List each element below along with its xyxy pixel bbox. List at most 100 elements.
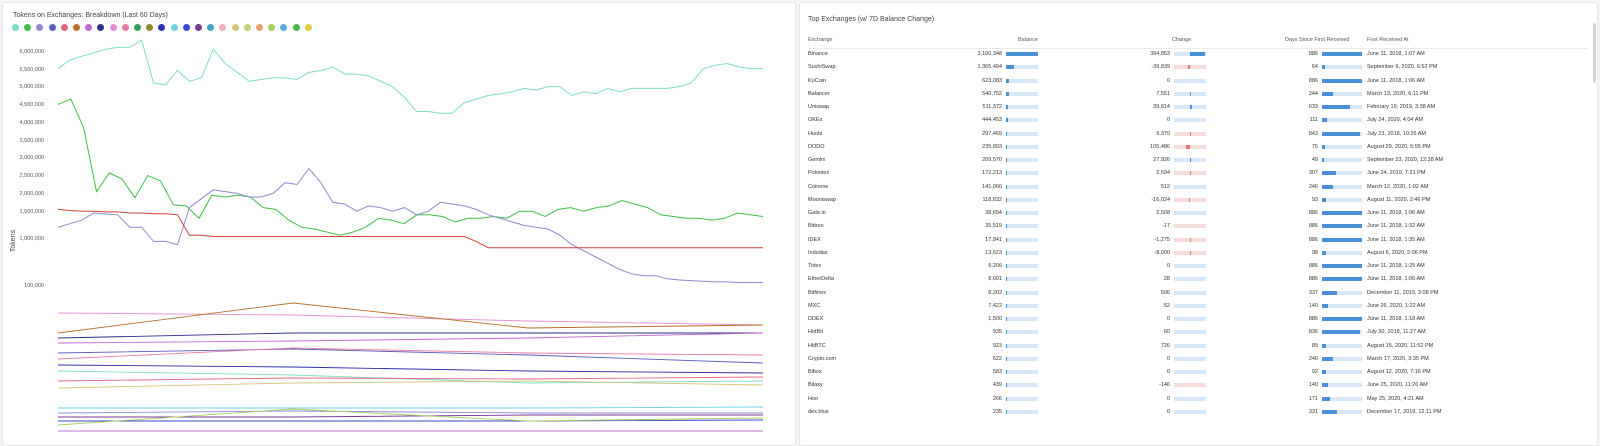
legend-dot-17[interactable] — [207, 24, 215, 31]
column-header-exchange[interactable]: Exchange — [808, 37, 833, 43]
legend-dot-10[interactable] — [121, 24, 129, 31]
table-row[interactable]: Gate.io 38,654 2,508 886 June 11, 2018, 1:06… — [800, 209, 1597, 223]
days-bar-track — [1322, 91, 1362, 96]
table-title: Top Exchanges (w/ 7D Balance Change) — [808, 16, 935, 23]
legend-dot-5[interactable] — [60, 24, 68, 31]
table-row[interactable]: KuCoin 623,083 0 886 June 11, 2018, 1:06 AM — [800, 77, 1597, 91]
legend-dot-12[interactable] — [146, 24, 154, 31]
minor-series-line[interactable] — [57, 348, 764, 364]
tokens-on-exchanges-panel: 6,000,000 5,500,000 5,000,000 4,500,000 4,00… — [2, 2, 796, 446]
table-row[interactable]: DDEX 1,500 0 886 June 11, 2018, 1:18 AM — [800, 315, 1597, 329]
days-bar-track — [1322, 118, 1362, 123]
y-tick-label: 2,000,000 — [20, 191, 44, 197]
table-row[interactable]: Binance 3,100,348 394,853 886 June 11, 2018,… — [800, 50, 1597, 64]
legend-dot-7[interactable] — [85, 24, 93, 31]
minor-series-line[interactable] — [57, 370, 764, 384]
legend-dot-3[interactable] — [36, 24, 44, 31]
legend-dot-4[interactable] — [48, 24, 56, 31]
column-header-days-since-first-received[interactable]: Days Since First Received — [1285, 37, 1350, 43]
table-row[interactable]: Tidex 9,206 0 886 June 11, 2018, 1:25 AM — [800, 262, 1597, 276]
legend-dot-13[interactable] — [158, 24, 166, 31]
minor-series-line[interactable] — [57, 408, 764, 426]
days-value: 886 — [1308, 263, 1318, 269]
table-row[interactable]: HitBTC 923 726 89 August 15, 2020, 11:52 PM — [800, 342, 1597, 356]
days-bar-track — [1322, 343, 1362, 348]
minor-series-line[interactable] — [57, 410, 763, 414]
balance-bar-track — [1006, 171, 1038, 176]
balance-bar-track — [1006, 118, 1038, 123]
table-row[interactable]: Hoo 266 0 171 May 25, 2020, 4:21 AM — [800, 395, 1597, 409]
minor-series-line[interactable] — [57, 302, 764, 334]
legend-dot-19[interactable] — [231, 24, 239, 31]
table-row[interactable]: OKEx 444,453 0 111 July 24, 2020, 4:04 AM — [800, 116, 1597, 130]
legend-dot-14[interactable] — [170, 24, 178, 31]
balance-bar-track — [1006, 105, 1038, 109]
series-line-3[interactable] — [57, 167, 763, 283]
table-row[interactable]: Coinone 141,066 512 246 March 12, 2020, 1:02… — [800, 183, 1597, 197]
table-row[interactable]: SushiSwap 1,365,494 -39,839 64 September 9, … — [800, 63, 1597, 77]
exchange-name: Bibox — [808, 369, 822, 375]
legend-dot-18[interactable] — [219, 24, 227, 31]
table-row[interactable]: Crypto.com 622 0 240 March 17, 2020, 3:35 PM — [800, 355, 1597, 369]
balance-value: 935 — [992, 329, 1002, 336]
days-value: 49 — [1311, 157, 1318, 163]
legend-dot-25[interactable] — [304, 24, 312, 31]
minor-series-line[interactable] — [57, 332, 764, 344]
legend-dot-21[interactable] — [256, 24, 263, 31]
change-bar-track — [1174, 356, 1206, 361]
table-row[interactable]: Uniswap 511,372 39,814 633 February 19, 2019… — [800, 103, 1597, 117]
table-row[interactable]: Mooniswap 118,832 -16,024 93 August 11, 2020… — [800, 196, 1597, 210]
minor-series-line[interactable] — [57, 376, 764, 382]
legend-dot-15[interactable] — [182, 24, 190, 31]
legend-dot-22[interactable] — [268, 24, 276, 31]
minor-series-line[interactable] — [57, 347, 764, 360]
legend-dot-1[interactable] — [12, 24, 19, 31]
scrollbar[interactable] — [1593, 23, 1596, 83]
first-received-value: July 23, 2018, 10:26 AM — [1367, 130, 1427, 137]
table-row[interactable]: Bitfinex 8,202 506 337 December 11, 2019, 3:… — [800, 289, 1597, 303]
series-line-1[interactable] — [57, 39, 763, 114]
legend-dot-6[interactable] — [73, 24, 80, 31]
table-row[interactable]: HotBit 935 60 836 July 30, 2018, 11:27 AM — [800, 328, 1597, 342]
table-row[interactable]: Indodax 13,623 -8,000 98 August 6, 2020, 2:0… — [800, 249, 1597, 263]
table-row[interactable]: Huobi 297,469 9,370 843 July 23, 2018, 10:26… — [800, 130, 1597, 144]
column-header-first-received-at[interactable]: First Received At — [1367, 37, 1409, 43]
column-header-balance[interactable]: Balance — [1018, 37, 1038, 43]
days-bar-track — [1322, 197, 1362, 202]
change-value: 2,508 — [1156, 210, 1170, 216]
table-row[interactable]: MXC 7,422 52 140 June 26, 2020, 1:22 AM — [800, 302, 1597, 316]
table-row[interactable]: EtherDelta 8,601 28 886 June 11, 2018, 1:06 … — [800, 275, 1597, 289]
series-line-2[interactable] — [57, 98, 764, 236]
minor-series-line[interactable] — [57, 380, 764, 389]
table-row[interactable]: Poloniex 172,213 2,594 307 June 24, 2019, 7:… — [800, 169, 1597, 183]
legend-dot-20[interactable] — [243, 24, 251, 31]
series-line-4[interactable] — [57, 208, 763, 249]
change-bar-track — [1174, 409, 1206, 414]
minor-series-line[interactable] — [58, 419, 764, 422]
table-row[interactable]: Bilaxy 439 -146 140 June 25, 2020, 11:26 AM — [800, 381, 1597, 395]
minor-series-line[interactable] — [57, 312, 764, 326]
balance-bar-track — [1006, 396, 1038, 401]
balance-bar-track — [1006, 91, 1038, 96]
exchange-name: Coinone — [808, 183, 829, 190]
tokens-line-chart[interactable]: 6,000,000 5,500,000 5,000,000 4,500,000 4,00… — [3, 3, 796, 446]
minor-series-line[interactable] — [57, 332, 763, 339]
legend-dot-23[interactable] — [280, 24, 288, 31]
legend-dot-2[interactable] — [24, 24, 32, 31]
minor-series-line[interactable] — [57, 364, 764, 374]
minor-series-line[interactable] — [58, 406, 764, 409]
table-row[interactable]: Bibox 583 0 92 August 12, 2020, 7:16 PM — [800, 368, 1597, 382]
table-row[interactable]: Gemini 209,570 27,926 49 September 23, 2020,… — [800, 156, 1597, 170]
balance-bar-track — [1006, 264, 1038, 268]
column-header-change[interactable]: Change — [1172, 37, 1192, 43]
legend-dot-24[interactable] — [292, 24, 300, 31]
legend-dot-11[interactable] — [134, 24, 141, 31]
table-row[interactable]: IDEX 17,841 -1,275 886 June 11, 2018, 1:35 A… — [800, 236, 1597, 250]
table-row[interactable]: Bittrex 35,519 -17 886 June 11, 2018, 1:32 A… — [800, 222, 1597, 236]
table-row[interactable]: dex.blue 235 0 331 December 17, 2019, 12:11 … — [800, 408, 1597, 422]
legend-dot-8[interactable] — [97, 24, 105, 31]
table-row[interactable]: Balancer 540,752 7,551 244 March 13, 2020, 6… — [800, 90, 1597, 104]
legend-dot-16[interactable] — [195, 24, 202, 31]
legend-dot-9[interactable] — [109, 24, 117, 31]
table-row[interactable]: DODO 235,893 105,486 75 August 29, 2020, 5:5… — [800, 143, 1597, 157]
